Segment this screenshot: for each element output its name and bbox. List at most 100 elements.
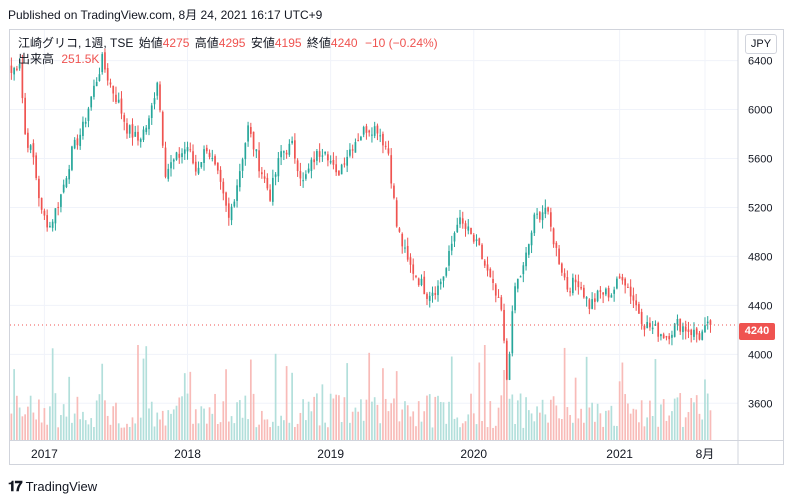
candle-body bbox=[117, 99, 120, 103]
candle-body bbox=[558, 248, 560, 264]
volume-bar bbox=[437, 395, 439, 440]
candle-body bbox=[46, 215, 49, 228]
volume-bar bbox=[230, 416, 233, 440]
candle-body bbox=[346, 156, 349, 166]
candle-body bbox=[280, 151, 282, 158]
volume-bar bbox=[189, 371, 192, 440]
candle-body bbox=[211, 157, 214, 159]
candle-body bbox=[616, 278, 618, 289]
volume-bar bbox=[382, 368, 384, 440]
candle-body bbox=[18, 64, 21, 69]
legend-high-value: 4295 bbox=[218, 36, 246, 50]
volume-bar bbox=[519, 393, 522, 440]
candle-body bbox=[104, 52, 106, 70]
candle-body bbox=[709, 320, 712, 325]
candle-body bbox=[406, 245, 409, 260]
candle-body bbox=[123, 115, 126, 122]
candle-body bbox=[137, 131, 139, 141]
volume-bar bbox=[643, 426, 646, 440]
volume-bar bbox=[131, 417, 134, 440]
candle-body bbox=[483, 260, 486, 266]
candle-body bbox=[638, 304, 640, 314]
candle-body bbox=[505, 340, 508, 380]
volume-bar bbox=[398, 421, 401, 440]
volume-bar bbox=[627, 403, 629, 440]
volume-bar bbox=[200, 406, 203, 440]
volume-bar bbox=[46, 424, 49, 440]
candle-body bbox=[354, 142, 357, 153]
volume-bar bbox=[423, 411, 426, 440]
volume-bar bbox=[442, 402, 445, 440]
candle-body bbox=[467, 226, 470, 231]
volume-bar bbox=[404, 401, 406, 440]
volume-bar bbox=[294, 427, 296, 440]
volume-bar bbox=[247, 419, 249, 440]
volume-bar bbox=[376, 404, 379, 440]
candle-body bbox=[384, 145, 387, 147]
volume-bar bbox=[365, 399, 368, 440]
candle-body bbox=[161, 111, 164, 146]
candle-body bbox=[572, 277, 574, 294]
candle-body bbox=[29, 145, 32, 150]
grid-lines bbox=[10, 30, 738, 440]
candle-body bbox=[249, 127, 252, 134]
candle-body bbox=[145, 127, 148, 133]
candle-body bbox=[227, 203, 230, 218]
tradingview-brand[interactable]: 𝟏𝟕 TradingView bbox=[8, 478, 97, 495]
volume-bar bbox=[194, 409, 197, 440]
candle-body bbox=[338, 170, 340, 176]
legend-open-value: 4275 bbox=[162, 36, 190, 50]
volume-bar bbox=[49, 406, 51, 440]
legend-close-value: 4240 bbox=[330, 36, 358, 50]
volume-bar bbox=[222, 401, 225, 440]
candle-body bbox=[437, 285, 439, 296]
volume-bar bbox=[296, 423, 299, 440]
candle-body bbox=[258, 150, 260, 172]
volume-bar bbox=[310, 411, 313, 440]
candle-body bbox=[640, 311, 643, 324]
candle-body bbox=[671, 334, 673, 338]
candle-body bbox=[472, 234, 475, 242]
candle-body bbox=[475, 239, 478, 242]
candle-body bbox=[665, 336, 668, 338]
candle-body bbox=[126, 123, 128, 134]
candle-body bbox=[167, 168, 170, 179]
candle-body bbox=[357, 140, 360, 142]
candle-body bbox=[112, 85, 115, 94]
candle-body bbox=[596, 290, 599, 302]
candle-body bbox=[139, 139, 142, 142]
volume-bar bbox=[393, 398, 395, 440]
volume-bar bbox=[566, 407, 569, 440]
volume-bar bbox=[602, 426, 604, 440]
volume-bar bbox=[316, 393, 318, 440]
candle-body bbox=[192, 151, 194, 164]
candle-body bbox=[552, 228, 555, 245]
volume-bar bbox=[159, 419, 161, 440]
volume-bar bbox=[35, 419, 38, 440]
volume-bar bbox=[610, 405, 613, 440]
candle-body bbox=[533, 214, 536, 234]
volume-bar bbox=[225, 369, 227, 440]
candle-body bbox=[525, 252, 527, 267]
x-tick-label: 2019 bbox=[317, 447, 344, 461]
candle-body bbox=[401, 233, 404, 247]
candle-body bbox=[660, 334, 662, 337]
chart-legend: 江崎グリコ, 1週, TSE 始値4275 高値4295 安値4195 終値42… bbox=[18, 35, 438, 67]
candle-body bbox=[263, 176, 266, 179]
candle-body bbox=[544, 207, 547, 214]
x-tick-label: 8月 bbox=[696, 447, 715, 461]
candle-body bbox=[291, 140, 293, 144]
volume-bar bbox=[560, 419, 563, 440]
candle-body bbox=[379, 135, 382, 137]
currency-button[interactable]: JPY bbox=[745, 34, 777, 54]
candle-body bbox=[560, 263, 563, 273]
chart-panel[interactable] bbox=[9, 29, 784, 465]
volume-bar bbox=[255, 427, 258, 440]
volume-bar bbox=[338, 395, 340, 440]
volume-bar bbox=[357, 411, 360, 440]
volume-bar bbox=[57, 427, 60, 440]
volume-bar bbox=[525, 397, 527, 440]
candle-body bbox=[704, 325, 706, 333]
axes: 3600 4000 4400 4800 5200 5600 6000 6400 2017 2018… bbox=[10, 30, 784, 464]
